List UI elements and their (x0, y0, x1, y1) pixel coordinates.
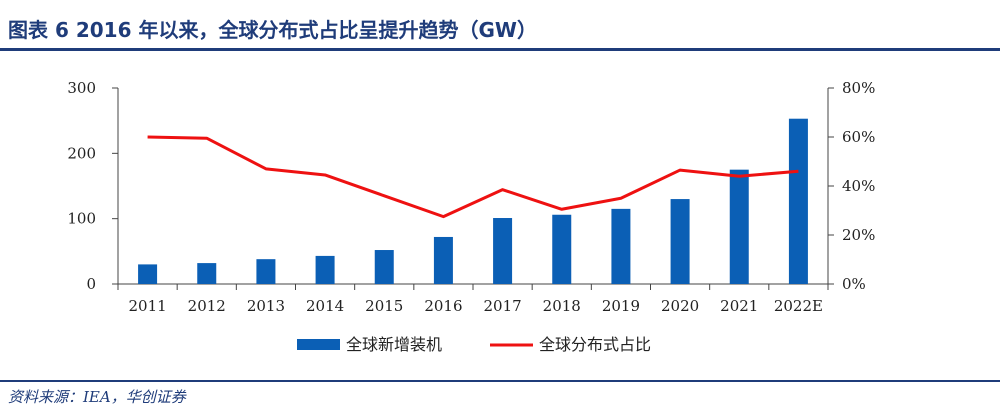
bar (315, 255, 335, 284)
x-tick-label: 2016 (424, 297, 462, 315)
combo-chart: 2011 2012 2013 2014 2015 2016 2017 2018 2019 2020… (67, 79, 875, 354)
x-tick-label: 2012 (188, 297, 226, 315)
x-tick-label: 2019 (602, 297, 640, 315)
y-axis-labels: 0 100 200 300 (67, 79, 96, 293)
bar (493, 218, 513, 284)
y-tick-label: 100 (67, 210, 96, 228)
bar (552, 214, 572, 284)
figure-title: 图表 6 2016 年以来，全球分布式占比呈提升趋势（GW） (8, 18, 537, 42)
y-tick-label: 200 (67, 144, 96, 162)
chart-legend: 全球新增装机 全球分布式占比 (297, 335, 651, 354)
x-tick-label: 2018 (543, 297, 581, 315)
chart-axes (112, 87, 834, 290)
x-tick-label: 2020 (661, 297, 699, 315)
bar (433, 236, 453, 284)
x-tick-label: 2021 (720, 297, 758, 315)
bar (729, 169, 749, 284)
legend-line-label: 全球分布式占比 (539, 335, 651, 354)
x-tick-label: 2013 (247, 297, 285, 315)
bar (256, 259, 276, 284)
line-series (147, 135, 799, 219)
y2-tick-label: 80% (842, 79, 875, 97)
legend-bar-swatch (297, 339, 340, 350)
title-rule (0, 48, 1000, 51)
x-tick-label: 2017 (483, 297, 521, 315)
bar (611, 208, 631, 284)
y2-tick-label: 60% (842, 128, 875, 146)
x-tick-label: 2011 (128, 297, 166, 315)
source-note: 资料来源：IEA，华创证券 (8, 388, 186, 406)
y2-tick-label: 20% (842, 226, 875, 244)
y-tick-label: 0 (86, 275, 96, 293)
bar (138, 264, 158, 284)
bar (670, 199, 690, 284)
footer-rule (0, 380, 1000, 382)
share-line (147, 135, 799, 219)
y2-tick-label: 0% (842, 275, 866, 293)
bar-series (138, 118, 808, 284)
legend-bar-label: 全球新增装机 (346, 335, 442, 354)
bar (788, 118, 808, 284)
x-axis-labels: 2011 2012 2013 2014 2015 2016 2017 2018 2019 2020… (128, 297, 822, 315)
x-tick-label: 2022E (774, 297, 823, 315)
x-tick-label: 2014 (306, 297, 344, 315)
y-tick-label: 300 (67, 79, 96, 97)
y2-tick-label: 40% (842, 177, 875, 195)
bar (374, 250, 394, 284)
y2-axis-labels: 0% 20% 40% 60% 80% (842, 79, 875, 293)
bar (197, 263, 217, 284)
x-tick-label: 2015 (365, 297, 403, 315)
